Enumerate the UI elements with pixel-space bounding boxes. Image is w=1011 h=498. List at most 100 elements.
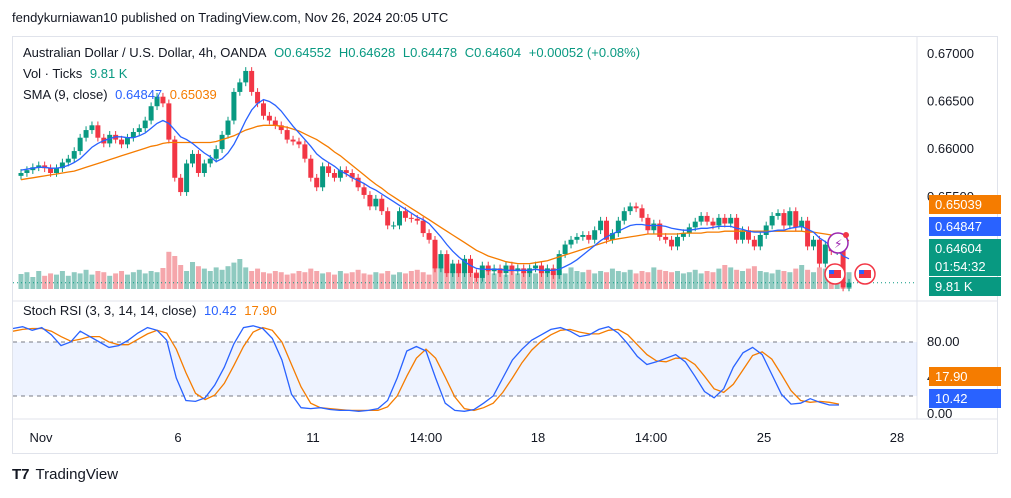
candle-body <box>290 139 296 142</box>
volume-bar <box>592 273 598 289</box>
candle-body <box>414 218 420 221</box>
volume-bar <box>491 273 497 289</box>
legend-symbol: Australian Dollar / U.S. Dollar, 4h, OAN… <box>23 45 267 60</box>
volume-bar <box>503 274 509 289</box>
candle-body <box>580 235 586 237</box>
price-tag-last: 0.64604 <box>929 239 1001 258</box>
volume-bar <box>355 269 361 289</box>
candle-body <box>331 173 337 178</box>
candle-body <box>627 206 633 212</box>
legend-high: H0.64628 <box>338 45 396 60</box>
volume-bar <box>604 272 610 289</box>
volume-bar <box>201 268 207 289</box>
volume-bar <box>231 262 237 289</box>
candle-body <box>757 235 763 247</box>
chart-frame[interactable]: 0.655000.660000.665000.670000.0040.0080.… <box>12 36 1001 454</box>
candle-body <box>361 187 367 195</box>
price-tag-sma-slow: 0.65039 <box>929 195 1001 214</box>
volume-bar <box>669 272 675 289</box>
candle-body <box>473 273 479 278</box>
legend-volume-value: 9.81 K <box>89 66 128 81</box>
candle-body <box>255 91 261 104</box>
candle-body <box>793 211 799 228</box>
legend-stoch-row: Stoch RSI (3, 3, 14, 14, close) 10.42 17… <box>23 303 281 318</box>
volume-bar <box>485 271 491 289</box>
volume-bars <box>18 251 852 289</box>
volume-bar <box>574 271 580 289</box>
legend-stoch-k: 10.42 <box>204 303 237 318</box>
volume-bar <box>249 271 255 289</box>
candle-body <box>740 230 746 240</box>
volume-bar <box>710 272 716 289</box>
volume-bar <box>190 262 196 289</box>
publisher-line: fendykurniawan10 published on TradingVie… <box>12 10 449 25</box>
candle-body <box>669 239 675 247</box>
candle-body <box>479 265 485 278</box>
candle-body <box>195 153 201 173</box>
candle-body <box>349 173 355 178</box>
candle-body <box>278 125 284 131</box>
time-tick-label: 14:00 <box>410 430 443 445</box>
time-tick-label: 14:00 <box>635 430 668 445</box>
volume-bar <box>119 271 125 289</box>
volume-bar <box>160 268 166 289</box>
candle-body <box>633 206 639 209</box>
volume-bar <box>757 271 763 289</box>
candle-body <box>745 230 751 240</box>
candle-body <box>680 233 686 237</box>
candle-body <box>213 149 219 159</box>
volume-bar <box>515 273 521 289</box>
candle-body <box>781 213 787 226</box>
candle-body <box>538 265 544 274</box>
tradingview-brand: TradingView <box>35 466 119 483</box>
volume-bar <box>544 268 550 289</box>
time-tick-label: Nov <box>29 430 53 445</box>
candle-body <box>509 265 515 272</box>
candle-body <box>402 211 408 218</box>
candle-body <box>136 128 142 132</box>
volume-bar <box>101 272 107 289</box>
time-tick-label: 11 <box>306 430 320 445</box>
candle-body <box>615 220 621 234</box>
stoch-tag-k: 10.42 <box>929 389 1001 408</box>
volume-bar <box>663 271 669 289</box>
volume-bar <box>89 274 95 289</box>
volume-bar <box>686 272 692 289</box>
candle-body <box>308 158 314 178</box>
legend-close: C0.64604 <box>464 45 522 60</box>
volume-bar <box>456 272 462 289</box>
volume-bar <box>237 259 243 289</box>
volume-bar <box>266 273 272 289</box>
volume-bar <box>822 268 828 289</box>
candle-body <box>201 163 207 173</box>
volume-bar <box>444 268 450 289</box>
candle-body <box>716 217 722 226</box>
volume-bar <box>816 267 822 289</box>
candle-body <box>266 115 272 121</box>
candle-body <box>18 173 24 176</box>
volume-bar <box>113 273 119 289</box>
candle-body <box>698 215 704 222</box>
volume-bar <box>225 266 231 289</box>
candle-body <box>408 217 414 219</box>
candle-body <box>397 211 403 226</box>
chart-canvas[interactable]: 0.655000.660000.665000.670000.0040.0080.… <box>13 37 997 453</box>
volume-bar <box>278 272 284 289</box>
volume-bar <box>195 266 201 289</box>
candle-body <box>586 235 592 240</box>
volume-bar <box>260 272 266 289</box>
volume-bar <box>633 273 639 289</box>
candle-body <box>787 211 793 226</box>
volume-bar <box>580 272 586 289</box>
tradingview-logo[interactable]: T7 TradingView <box>12 466 118 483</box>
volume-bar <box>426 274 432 289</box>
volume-bar <box>562 273 568 289</box>
candle-body <box>36 165 42 168</box>
volume-bar <box>811 272 817 289</box>
time-tick-label: 6 <box>174 430 181 445</box>
volume-bar <box>154 272 160 289</box>
legend-sma-fast: 0.64847 <box>115 87 163 102</box>
volume-bar <box>24 272 30 289</box>
candle-body <box>444 254 450 274</box>
volume-bar <box>95 271 101 289</box>
